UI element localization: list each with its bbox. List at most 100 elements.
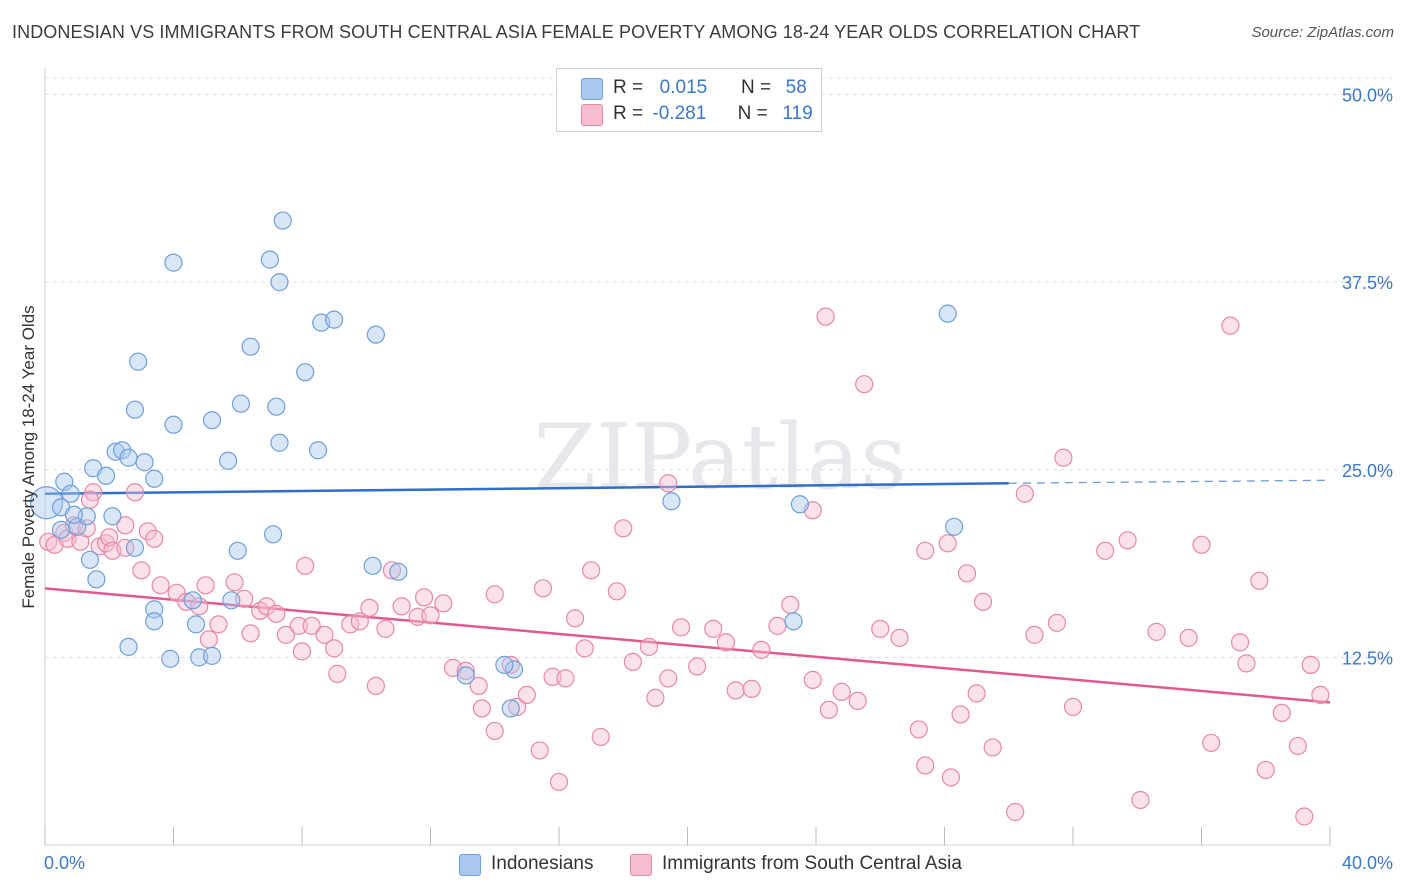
legend-label: Immigrants from South Central Asia	[662, 853, 962, 874]
point-immigrants	[1221, 316, 1240, 335]
point-immigrants	[556, 669, 575, 688]
tick-labels: 12.5% 25.0% 37.5% 50.0% 0.0% 40.0%	[44, 86, 1393, 874]
point-immigrants	[909, 720, 928, 739]
point-indonesians	[164, 415, 183, 434]
point-immigrants	[125, 483, 145, 502]
point-immigrants	[1272, 703, 1291, 723]
point-immigrants	[241, 624, 260, 643]
point-indonesians	[87, 570, 106, 589]
point-immigrants	[659, 474, 678, 493]
point-immigrants	[1015, 484, 1034, 503]
point-indonesians	[222, 591, 241, 610]
point-indonesians	[308, 441, 328, 460]
point-immigrants	[832, 682, 851, 701]
point-immigrants	[890, 628, 909, 647]
point-indonesians	[112, 441, 132, 460]
y-tick-label: 37.5%	[1342, 273, 1393, 293]
legend-label: Indonesians	[491, 853, 594, 874]
trend-line-immigrants	[44, 587, 1331, 704]
point-indonesians	[366, 325, 385, 344]
point-immigrants	[819, 700, 838, 720]
point-immigrants	[116, 538, 135, 557]
point-immigrants	[591, 727, 610, 747]
point-immigrants	[855, 375, 874, 394]
legend-swatch	[459, 854, 481, 876]
point-indonesians	[270, 433, 289, 452]
point-indonesians	[125, 400, 145, 419]
trend-line-indonesians	[44, 482, 1009, 496]
point-immigrants	[671, 618, 691, 637]
point-immigrants	[973, 592, 993, 611]
point-immigrants	[941, 768, 961, 787]
point-indonesians	[186, 615, 206, 634]
point-indonesians	[129, 352, 148, 371]
point-immigrants	[350, 612, 369, 631]
point-immigrants	[1025, 625, 1044, 644]
point-immigrants	[1202, 733, 1221, 753]
point-indonesians	[119, 637, 138, 656]
point-immigrants	[414, 588, 434, 607]
point-indonesians	[61, 484, 80, 503]
point-immigrants	[199, 630, 218, 649]
point-immigrants	[434, 594, 453, 613]
point-immigrants	[302, 616, 321, 635]
point-immigrants	[659, 669, 678, 688]
point-immigrants	[533, 579, 553, 598]
x-tick-label: 40.0%	[1342, 853, 1393, 873]
point-immigrants	[267, 604, 286, 623]
r-label: R =	[613, 103, 644, 124]
point-immigrants	[530, 741, 549, 760]
point-immigrants	[1006, 802, 1025, 822]
point-immigrants	[951, 705, 970, 724]
point-immigrants	[623, 652, 642, 671]
point-immigrants	[781, 595, 800, 614]
point-indonesians	[183, 591, 202, 610]
chart-title: INDONESIAN VS IMMIGRANTS FROM SOUTH CENT…	[12, 22, 1141, 42]
point-immigrants	[1192, 535, 1211, 554]
point-immigrants	[1311, 685, 1330, 705]
r-label: R =	[613, 77, 644, 98]
point-immigrants	[151, 576, 170, 595]
point-immigrants	[1047, 613, 1067, 632]
point-indonesians	[790, 495, 810, 514]
point-immigrants	[485, 585, 504, 604]
point-immigrants	[209, 615, 228, 634]
point-indonesians	[135, 453, 154, 472]
point-indonesians	[202, 411, 222, 430]
point-immigrants	[485, 721, 504, 741]
point-immigrants	[360, 598, 379, 617]
point-indonesians	[273, 211, 292, 230]
legend-swatch-indonesians	[581, 78, 603, 100]
point-indonesians	[219, 451, 238, 470]
point-immigrants	[716, 633, 736, 652]
point-immigrants	[1250, 571, 1269, 590]
grid	[45, 77, 1392, 658]
watermark: ZIPatlas	[533, 405, 906, 510]
point-immigrants	[376, 619, 395, 638]
y-tick-label: 50.0%	[1342, 86, 1393, 106]
point-indonesians	[51, 520, 71, 539]
point-immigrants	[366, 676, 385, 695]
n-value: 58	[785, 77, 807, 98]
point-immigrants	[116, 516, 135, 535]
point-indonesians	[241, 337, 260, 356]
y-axis-label: Female Poverty Among 18-24 Year Olds	[19, 305, 38, 608]
point-immigrants	[1118, 531, 1137, 550]
y-tick-label: 25.0%	[1342, 461, 1393, 481]
point-immigrants	[938, 534, 957, 553]
point-immigrants	[1147, 622, 1166, 641]
point-indonesians	[263, 525, 283, 544]
point-immigrants	[646, 688, 665, 708]
point-immigrants	[196, 576, 215, 595]
source-label: Source: ZipAtlas.com	[1251, 24, 1394, 41]
point-immigrants	[289, 616, 308, 635]
point-immigrants	[1256, 760, 1275, 780]
point-immigrants	[565, 609, 585, 628]
point-indonesians	[231, 394, 251, 413]
point-indonesians	[96, 466, 116, 485]
point-indonesians	[119, 448, 138, 467]
point-indonesians	[495, 655, 514, 674]
n-value: 119	[782, 103, 813, 124]
point-indonesians	[125, 538, 145, 557]
point-immigrants	[768, 616, 787, 635]
